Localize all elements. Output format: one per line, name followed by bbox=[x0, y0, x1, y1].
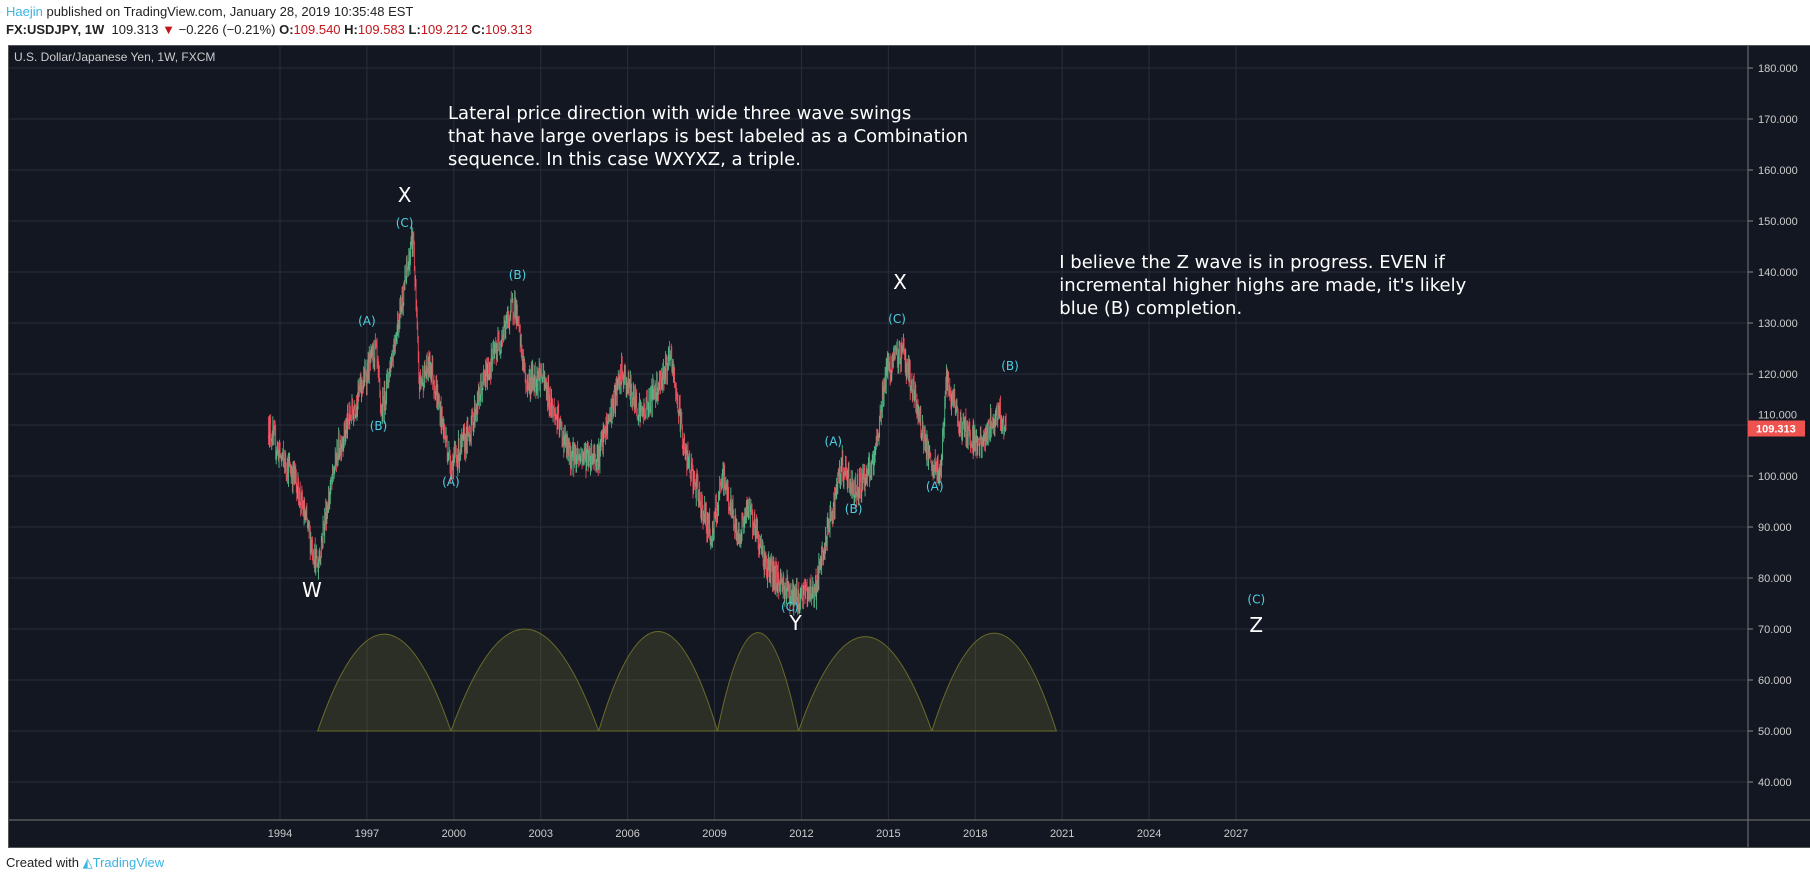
low-label: L: bbox=[408, 22, 421, 37]
y-tick-label: 140.000 bbox=[1758, 267, 1798, 279]
price-change: −0.226 (−0.21%) bbox=[178, 22, 276, 37]
wave-label: Z bbox=[1249, 613, 1263, 637]
y-tick-label: 60.000 bbox=[1758, 675, 1792, 687]
time-cycle-arc bbox=[597, 631, 719, 732]
wave-label: (C) bbox=[888, 312, 906, 326]
y-tick-label: 180.000 bbox=[1758, 63, 1798, 75]
wave-label: (C) bbox=[781, 600, 799, 614]
annotation-text: Lateral price direction with wide three … bbox=[448, 103, 911, 124]
chart[interactable]: 180.000 170.000 160.000 150.000 140.000 130.0… bbox=[8, 45, 1810, 848]
y-tick-label: 80.000 bbox=[1758, 573, 1792, 585]
time-cycle-arc bbox=[931, 632, 1058, 732]
y-tick-label: 70.000 bbox=[1758, 624, 1792, 636]
x-tick-label: 2009 bbox=[702, 828, 726, 840]
x-tick-label: 2027 bbox=[1224, 828, 1248, 840]
time-cycle-arc bbox=[316, 633, 452, 732]
close-label: C: bbox=[471, 22, 486, 37]
last-price-label: 109.313 bbox=[1756, 424, 1796, 436]
wave-label: W bbox=[302, 578, 322, 602]
tradingview-logo-icon: ◭ bbox=[82, 855, 93, 870]
wave-label: (C) bbox=[396, 216, 414, 230]
down-arrow-icon: ▼ bbox=[162, 22, 175, 37]
high-label: H: bbox=[344, 22, 358, 37]
x-tick-label: 2000 bbox=[442, 828, 466, 840]
x-tick-label: 2003 bbox=[528, 828, 552, 840]
wave-label: (A) bbox=[825, 434, 843, 448]
x-tick-label: 2012 bbox=[789, 828, 813, 840]
annotation-text: blue (B) completion. bbox=[1059, 298, 1242, 319]
y-tick-label: 100.000 bbox=[1758, 471, 1798, 483]
wave-label: (A) bbox=[442, 475, 460, 489]
x-tick-label: 2021 bbox=[1050, 828, 1074, 840]
wave-label: (B) bbox=[1001, 359, 1019, 373]
last-price-badge bbox=[1748, 420, 1805, 437]
symbol-info: FX:USDJPY, 1W 109.313 ▼ −0.226 (−0.21%) … bbox=[6, 22, 532, 37]
chart-canvas[interactable]: 180.000 170.000 160.000 150.000 140.000 130.0… bbox=[9, 46, 1810, 847]
time-cycle-arc bbox=[716, 632, 800, 732]
publish-info: Haejin published on TradingView.com, Jan… bbox=[6, 4, 413, 19]
low-value: 109.212 bbox=[420, 22, 468, 37]
close-value: 109.313 bbox=[485, 22, 533, 37]
x-tick-label: 1997 bbox=[355, 828, 379, 840]
wave-label: Y bbox=[789, 611, 803, 635]
publish-text: published on TradingView.com, January 28… bbox=[42, 4, 414, 19]
chart-title: U.S. Dollar/Japanese Yen, 1W, FXCM bbox=[14, 50, 215, 64]
y-tick-label: 170.000 bbox=[1758, 114, 1798, 126]
annotation-text: I believe the Z wave is in progress. EVE… bbox=[1059, 252, 1445, 273]
x-tick-label: 1994 bbox=[268, 828, 292, 840]
y-tick-label: 40.000 bbox=[1758, 777, 1792, 789]
high-value: 109.583 bbox=[357, 22, 405, 37]
y-tick-label: 50.000 bbox=[1758, 726, 1792, 738]
y-tick-label: 150.000 bbox=[1758, 216, 1798, 228]
author-link[interactable]: Haejin bbox=[6, 4, 43, 19]
x-tick-label: 2018 bbox=[963, 828, 987, 840]
wave-label: (B) bbox=[509, 268, 527, 282]
time-cycle-arc bbox=[797, 636, 933, 732]
wave-label: X bbox=[398, 183, 412, 207]
y-tick-label: 120.000 bbox=[1758, 369, 1798, 381]
wave-label: (B) bbox=[845, 502, 863, 516]
annotation-text: incremental higher highs are made, it's … bbox=[1059, 275, 1466, 296]
y-tick-label: 160.000 bbox=[1758, 165, 1798, 177]
footer: Created with ◭TradingView bbox=[6, 855, 164, 871]
annotation-text: sequence. In this case WXYXZ, a triple. bbox=[448, 149, 801, 170]
y-tick-label: 90.000 bbox=[1758, 522, 1792, 534]
wave-label: X bbox=[893, 270, 907, 294]
wave-label: (A) bbox=[358, 314, 376, 328]
x-tick-label: 2006 bbox=[615, 828, 639, 840]
open-label: O: bbox=[279, 22, 294, 37]
wave-label: (A) bbox=[926, 479, 944, 493]
y-tick-label: 110.000 bbox=[1758, 410, 1797, 422]
y-tick-label: 130.000 bbox=[1758, 318, 1798, 330]
wave-label: (B) bbox=[370, 419, 388, 433]
open-value: 109.540 bbox=[293, 22, 341, 37]
tradingview-link[interactable]: TradingView bbox=[92, 855, 165, 870]
time-cycle-arc bbox=[450, 628, 600, 732]
x-tick-label: 2024 bbox=[1137, 828, 1161, 840]
last-price: 109.313 bbox=[111, 22, 159, 37]
created-with: Created with bbox=[6, 855, 79, 870]
symbol: FX:USDJPY, 1W bbox=[6, 22, 105, 37]
x-tick-label: 2015 bbox=[876, 828, 900, 840]
annotation-text: that have large overlaps is best labeled… bbox=[448, 126, 968, 147]
wave-label: (C) bbox=[1247, 593, 1265, 607]
